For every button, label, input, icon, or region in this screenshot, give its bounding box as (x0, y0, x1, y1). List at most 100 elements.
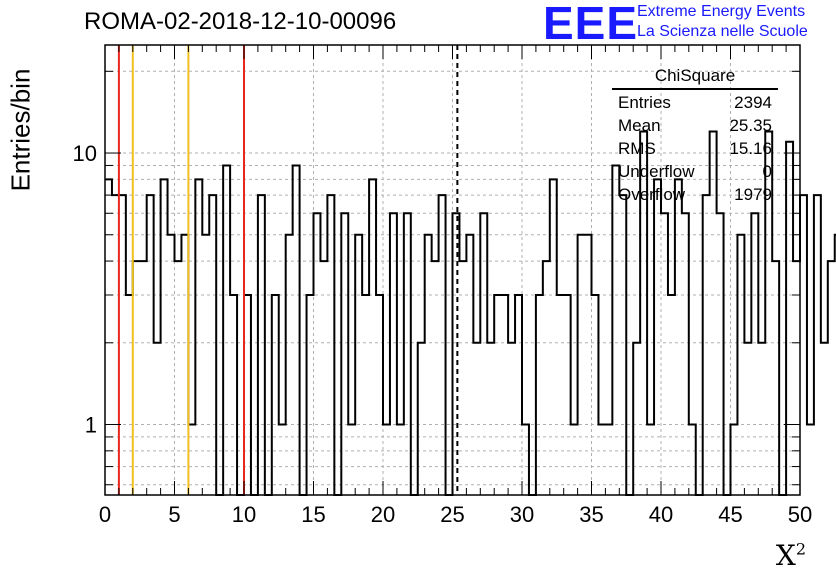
histogram-bin (314, 213, 321, 495)
stats-row: Underflow 0 (612, 160, 778, 183)
histogram-bin (112, 195, 119, 495)
histogram-bin (480, 213, 487, 495)
histogram-bin (772, 261, 779, 495)
histogram-bin (473, 343, 480, 495)
histogram-bin (307, 295, 314, 495)
stats-row: Entries 2394 (612, 91, 778, 114)
stats-label: Overflow (618, 185, 686, 204)
histogram-bin (230, 295, 237, 495)
histogram-bin (147, 195, 154, 495)
histogram-bin (133, 261, 140, 495)
histogram-bin (459, 261, 466, 495)
histogram-bin (320, 261, 327, 495)
x-axis-label: X2 (776, 539, 806, 572)
histogram-bin (223, 165, 230, 495)
stats-box: ChiSquare Entries 2394 Mean 25.35 RMS 15… (612, 66, 778, 206)
histogram-bin (557, 295, 564, 495)
histogram-bin (258, 195, 265, 495)
histogram-bin (362, 295, 369, 495)
histogram-bin (654, 179, 661, 495)
y-axis-label-box: Entries/bin (5, 68, 36, 192)
histogram-bin (161, 179, 168, 495)
histogram-bin (376, 295, 383, 495)
x-axis-label-exponent: 2 (795, 539, 806, 559)
histogram-bin (272, 295, 279, 495)
histogram-bin (543, 261, 550, 495)
histogram-bin (536, 295, 543, 495)
histogram-bin (466, 235, 473, 495)
histogram-bin (105, 179, 112, 495)
histogram-bin (550, 179, 557, 495)
x-tick-label: 15 (301, 502, 325, 527)
stats-row: Overflow 1979 (612, 183, 778, 206)
x-tick-label: 5 (168, 502, 180, 527)
histogram-bin (592, 295, 599, 495)
x-tick-label: 50 (788, 502, 812, 527)
histogram-bin (612, 165, 619, 495)
histogram-bin (293, 165, 300, 495)
histogram-bin (633, 343, 640, 495)
stats-value: 1979 (734, 185, 772, 204)
histogram-bin (244, 295, 251, 495)
stats-row: RMS 15.16 (612, 137, 778, 160)
histogram-bin (821, 343, 828, 495)
histogram-bin (751, 213, 758, 495)
x-axis-label-base: X (775, 539, 796, 572)
histogram-bin (140, 261, 147, 495)
y-axis-label: Entries/bin (5, 68, 36, 192)
histogram-bin (737, 235, 744, 495)
histogram-bin (126, 295, 133, 495)
histogram-bin (168, 235, 175, 495)
stats-title: ChiSquare (612, 66, 778, 90)
histogram-bin (717, 213, 724, 495)
histogram-bin (661, 213, 668, 495)
histogram-bin (828, 261, 835, 495)
stats-value: 0 (762, 162, 772, 181)
histogram-bin (494, 295, 501, 495)
histogram-bin (181, 235, 188, 495)
y-tick-label: 1 (85, 413, 97, 438)
x-tick-label: 0 (99, 502, 111, 527)
histogram-bin (800, 195, 807, 495)
stats-value: 15.16 (729, 139, 772, 158)
logo-line-2: La Scienza nelle Scuole (637, 23, 808, 40)
histogram-bin (202, 235, 209, 495)
stats-value: 25.35 (729, 116, 772, 135)
histogram-bin (619, 195, 626, 495)
histogram-series (105, 130, 836, 496)
x-tick-label: 30 (510, 502, 534, 527)
stats-label: Entries (618, 93, 671, 112)
histogram-bin (487, 343, 494, 495)
histogram-bin (501, 295, 508, 495)
histogram-bin (807, 425, 814, 495)
histogram-bin (390, 213, 397, 495)
histogram-bin (175, 261, 182, 495)
histogram-bin (758, 343, 765, 495)
histogram-bin (418, 343, 425, 495)
histogram-bin (195, 179, 202, 495)
y-tick-label: 10 (73, 141, 97, 166)
histogram-bin (744, 343, 751, 495)
x-tick-label: 25 (440, 502, 464, 527)
histogram-bin (404, 213, 411, 495)
histogram-bin (508, 343, 515, 495)
x-tick-label: 45 (718, 502, 742, 527)
histogram-bin (703, 195, 710, 495)
histogram-bin (668, 295, 675, 495)
x-tick-label: 20 (371, 502, 395, 527)
histogram-bin (682, 213, 689, 495)
histogram-bin (675, 179, 682, 495)
x-tick-label: 40 (649, 502, 673, 527)
chart-title: ROMA-02-2018-12-10-00096 (84, 8, 397, 35)
histogram-bin (814, 195, 821, 495)
histogram-bin (578, 235, 585, 495)
histogram-bin (793, 261, 800, 495)
stats-value: 2394 (734, 93, 772, 112)
eee-logo: EEE Extreme Energy Events La Scienza nel… (543, 0, 833, 46)
histogram-bin (515, 295, 522, 495)
histogram-bin (369, 179, 376, 495)
stats-label: Underflow (618, 162, 695, 181)
histogram-bin (453, 213, 460, 495)
histogram-bin (432, 261, 439, 495)
